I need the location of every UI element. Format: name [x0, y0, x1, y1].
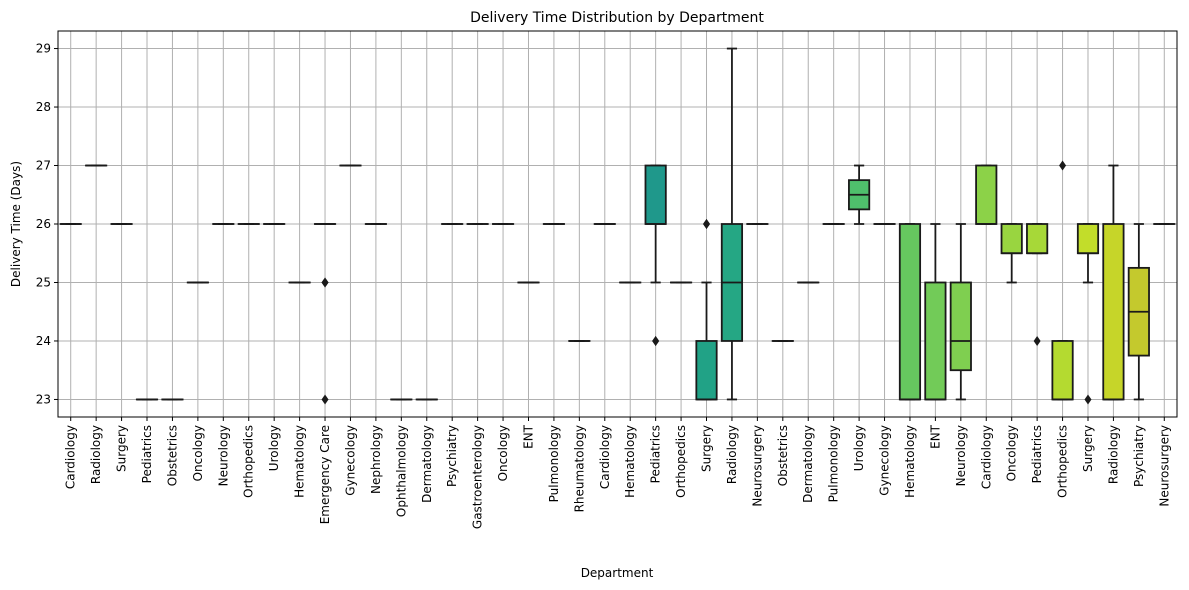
x-tick-label: Dermatology — [420, 425, 434, 503]
x-tick-label: Pulmonology — [547, 425, 561, 502]
y-axis: 23 24 25 26 27 28 29 — [36, 42, 58, 406]
x-tick-label: Pediatrics — [1030, 425, 1044, 483]
y-tick-label: 26 — [36, 217, 51, 231]
box-11 — [313, 223, 337, 405]
x-tick-label: Hematology — [293, 425, 307, 498]
box-38 — [1000, 223, 1023, 284]
x-tick-label: Gastroenterology — [471, 425, 485, 529]
x-tick-label: Psychiatry — [1132, 425, 1146, 487]
x-tick-label: Oncology — [1005, 425, 1019, 481]
x-tick-label: Pediatrics — [140, 425, 154, 483]
box-24 — [644, 164, 667, 346]
box-body — [1026, 223, 1049, 255]
x-tick-label: Hematology — [903, 425, 917, 498]
x-tick-label: Neurology — [216, 425, 230, 486]
box-35 — [924, 223, 947, 401]
x-tick-label: Hematology — [623, 425, 637, 498]
x-tick-label: Radiology — [1106, 425, 1120, 484]
x-tick-label: Oncology — [496, 425, 510, 481]
box-26 — [695, 219, 718, 401]
x-tick-label: Obstetrics — [776, 425, 790, 486]
box-39 — [1026, 223, 1049, 346]
box-body — [1000, 223, 1023, 255]
y-tick-label: 28 — [36, 100, 51, 114]
x-tick-label: Surgery — [115, 425, 129, 472]
y-tick-label: 29 — [36, 42, 51, 56]
x-tick-label: Neurosurgery — [1157, 425, 1171, 507]
box-body — [924, 281, 947, 401]
box-40 — [1051, 160, 1074, 401]
box-41 — [1076, 223, 1100, 405]
box-34 — [898, 223, 922, 401]
x-tick-label: Neurology — [954, 425, 968, 486]
box-body — [1076, 223, 1100, 255]
outlier-point — [703, 219, 711, 229]
x-tick-label: Obstetrics — [165, 425, 179, 486]
y-tick-label: 23 — [36, 392, 51, 406]
x-tick-label: ENT — [521, 424, 535, 449]
box-36 — [949, 223, 972, 401]
box-43 — [1127, 223, 1150, 401]
box-body — [949, 281, 972, 372]
outlier-point — [321, 277, 329, 288]
box-42 — [1102, 164, 1125, 401]
x-tick-label: Orthopedics — [242, 425, 256, 498]
box-27 — [720, 47, 744, 401]
x-axis: Cardiology Radiology Surgery Pediatrics Obst… — [64, 417, 1171, 529]
box-32 — [848, 164, 871, 225]
y-tick-label: 25 — [36, 275, 51, 289]
x-tick-label: Urology — [852, 425, 866, 471]
x-axis-label: Department — [581, 566, 654, 580]
x-tick-label: Surgery — [700, 425, 714, 472]
x-tick-label: Surgery — [1081, 425, 1095, 472]
x-tick-label: Dermatology — [801, 425, 815, 503]
box-body — [644, 164, 667, 225]
box-body — [898, 223, 922, 401]
box-body — [975, 164, 998, 225]
outlier-point — [1033, 335, 1041, 346]
x-tick-label: Pediatrics — [649, 425, 663, 483]
y-axis-label: Delivery Time (Days) — [9, 161, 23, 287]
x-tick-label: Orthopedics — [1056, 425, 1070, 498]
x-tick-label: Orthopedics — [674, 425, 688, 498]
x-tick-label: Pulmonology — [827, 425, 841, 502]
outlier-point — [1084, 394, 1092, 405]
x-tick-label: ENT — [928, 424, 942, 449]
x-tick-label: Radiology — [725, 425, 739, 484]
outlier-point — [1059, 160, 1067, 171]
x-tick-label: Emergency Care — [318, 425, 332, 524]
box-body — [695, 340, 718, 401]
x-tick-label: Ophthalmology — [394, 425, 408, 517]
box-37 — [975, 164, 998, 225]
x-tick-label: Neurosurgery — [750, 425, 764, 507]
x-tick-label: Nephrology — [369, 425, 383, 494]
outlier-point — [321, 394, 329, 405]
x-tick-label: Gynecology — [878, 425, 892, 496]
x-tick-label: Gynecology — [343, 425, 357, 496]
x-tick-label: Oncology — [191, 425, 205, 481]
x-tick-label: Radiology — [89, 425, 103, 484]
x-tick-label: Urology — [267, 425, 281, 471]
x-tick-label: Cardiology — [598, 425, 612, 489]
x-tick-label: Cardiology — [64, 425, 78, 489]
outlier-point — [652, 335, 660, 346]
chart-title: Delivery Time Distribution by Department — [470, 10, 764, 26]
y-tick-label: 24 — [36, 334, 51, 348]
box-body — [1102, 223, 1125, 401]
box-body — [1051, 340, 1074, 401]
y-tick-label: 27 — [36, 159, 51, 173]
box-series — [59, 47, 1176, 405]
x-tick-label: Rheumatology — [572, 425, 586, 512]
x-tick-label: Cardiology — [979, 425, 993, 489]
x-tick-label: Psychiatry — [445, 425, 459, 487]
